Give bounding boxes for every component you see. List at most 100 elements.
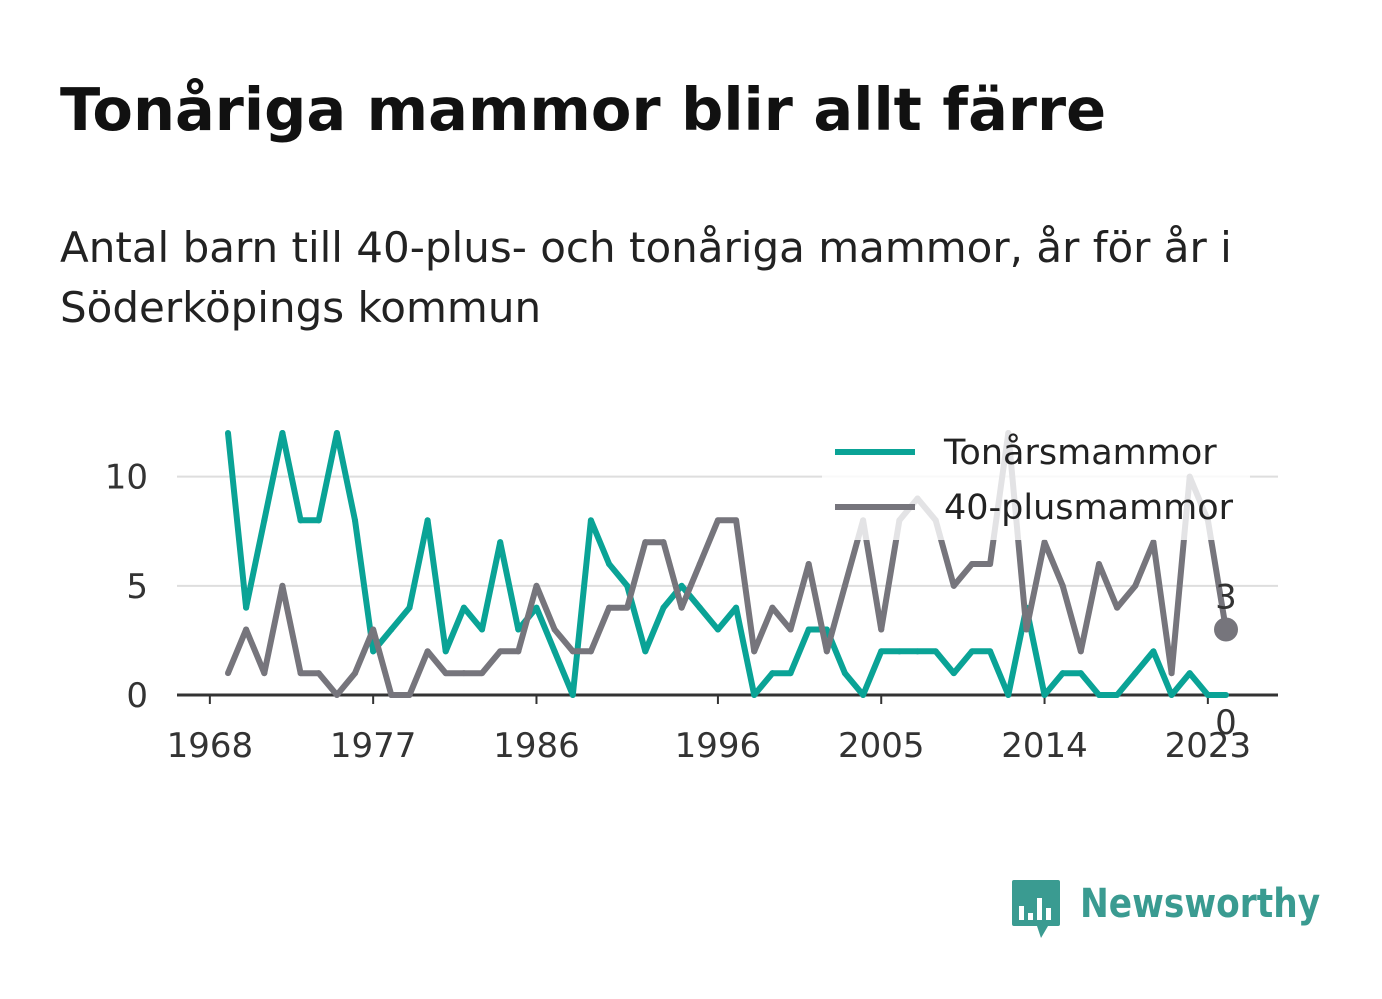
data-point xyxy=(352,517,359,524)
data-point xyxy=(624,582,631,589)
data-point xyxy=(1168,692,1175,698)
data-point xyxy=(533,604,540,611)
data-point xyxy=(533,582,540,589)
logo-bar-2 xyxy=(1028,913,1033,920)
data-point xyxy=(878,626,885,633)
series-line-tonarsmammor xyxy=(225,430,1226,698)
data-point xyxy=(932,648,939,655)
y-tick-label: 10 xyxy=(105,458,148,498)
data-point xyxy=(733,604,740,611)
data-point xyxy=(896,648,903,655)
data-point xyxy=(1114,604,1121,611)
data-point xyxy=(987,561,994,567)
x-tick-label: 1986 xyxy=(493,726,580,766)
data-point xyxy=(1223,692,1229,698)
data-point xyxy=(733,517,740,524)
data-point xyxy=(279,430,286,436)
data-point xyxy=(1114,692,1121,698)
data-point xyxy=(333,692,340,698)
data-point xyxy=(1023,626,1030,633)
legend-label-40-plusmammor: 40-plusmammor xyxy=(944,488,1234,528)
data-point xyxy=(1041,692,1048,698)
data-point xyxy=(460,604,467,611)
data-point xyxy=(261,670,268,677)
data-point xyxy=(823,648,830,655)
data-point xyxy=(442,648,449,655)
data-point xyxy=(225,430,231,436)
data-point xyxy=(587,648,594,655)
data-point xyxy=(950,582,957,589)
data-point xyxy=(1095,561,1102,567)
data-point xyxy=(660,604,667,611)
x-tick-label: 2014 xyxy=(1001,726,1088,766)
data-point xyxy=(787,670,794,677)
chart-subtitle: Antal barn till 40-plus- och tonåriga ma… xyxy=(60,223,1232,332)
data-point xyxy=(479,670,486,677)
data-point xyxy=(388,692,395,698)
data-point xyxy=(315,517,322,524)
data-point xyxy=(841,670,848,677)
data-point xyxy=(424,648,431,655)
data-point xyxy=(569,692,576,698)
end-value-labels: 03 xyxy=(1215,578,1237,744)
axes: 0 5 10 1968 1977 1986 1996 2005 2014 2023 xyxy=(105,458,1278,766)
data-point xyxy=(968,648,975,655)
data-point xyxy=(333,430,340,436)
data-point xyxy=(769,670,776,677)
data-point xyxy=(479,626,486,633)
legend: Tonårsmammor 40-plusmammor xyxy=(822,420,1250,540)
data-point xyxy=(841,582,848,589)
data-point xyxy=(406,692,413,698)
data-point xyxy=(406,604,413,611)
data-point xyxy=(551,626,558,633)
data-point xyxy=(1168,670,1175,677)
legend-background xyxy=(822,420,1250,540)
data-point xyxy=(370,626,377,633)
data-point xyxy=(243,604,250,611)
data-point xyxy=(497,648,504,655)
data-point xyxy=(787,626,794,633)
data-point xyxy=(642,648,649,655)
brand-name: Newsworthy xyxy=(1080,881,1321,927)
data-point xyxy=(714,517,721,524)
data-point xyxy=(624,604,631,611)
data-point xyxy=(805,626,812,633)
data-point xyxy=(1132,670,1139,677)
data-point xyxy=(606,604,613,611)
x-tick-label: 1968 xyxy=(167,726,254,766)
x-tick-label: 1977 xyxy=(330,726,417,766)
data-point xyxy=(551,648,558,655)
data-point xyxy=(1132,582,1139,589)
data-point xyxy=(1059,670,1066,677)
series-line-40-plusmammor xyxy=(225,430,1229,698)
data-point xyxy=(460,670,467,677)
data-point xyxy=(370,648,377,655)
data-point xyxy=(1059,582,1066,589)
end-value-label: 3 xyxy=(1215,578,1237,618)
series-tonarsmammor xyxy=(225,430,1229,698)
x-tick-label: 2023 xyxy=(1165,726,1252,766)
data-point xyxy=(660,539,667,546)
x-tick-label: 2005 xyxy=(838,726,925,766)
data-point xyxy=(968,561,975,567)
y-tick-label: 5 xyxy=(126,567,148,607)
y-tick-label: 0 xyxy=(126,676,148,716)
end-marker xyxy=(1214,617,1238,642)
data-point xyxy=(1150,648,1157,655)
data-point xyxy=(696,604,703,611)
data-point xyxy=(497,539,504,546)
data-point xyxy=(587,517,594,524)
data-point xyxy=(805,561,812,567)
data-point xyxy=(1150,539,1157,546)
data-point xyxy=(515,626,522,633)
series-lines xyxy=(225,430,1238,698)
data-point xyxy=(769,604,776,611)
data-point xyxy=(606,561,613,567)
legend-item-40-plusmammor: 40-plusmammor xyxy=(835,488,1234,528)
legend-label-tonarsmammor: Tonårsmammor xyxy=(943,432,1217,473)
data-point xyxy=(1186,670,1193,677)
data-point xyxy=(1005,692,1012,698)
brand-logo: Newsworthy xyxy=(1010,876,1330,942)
